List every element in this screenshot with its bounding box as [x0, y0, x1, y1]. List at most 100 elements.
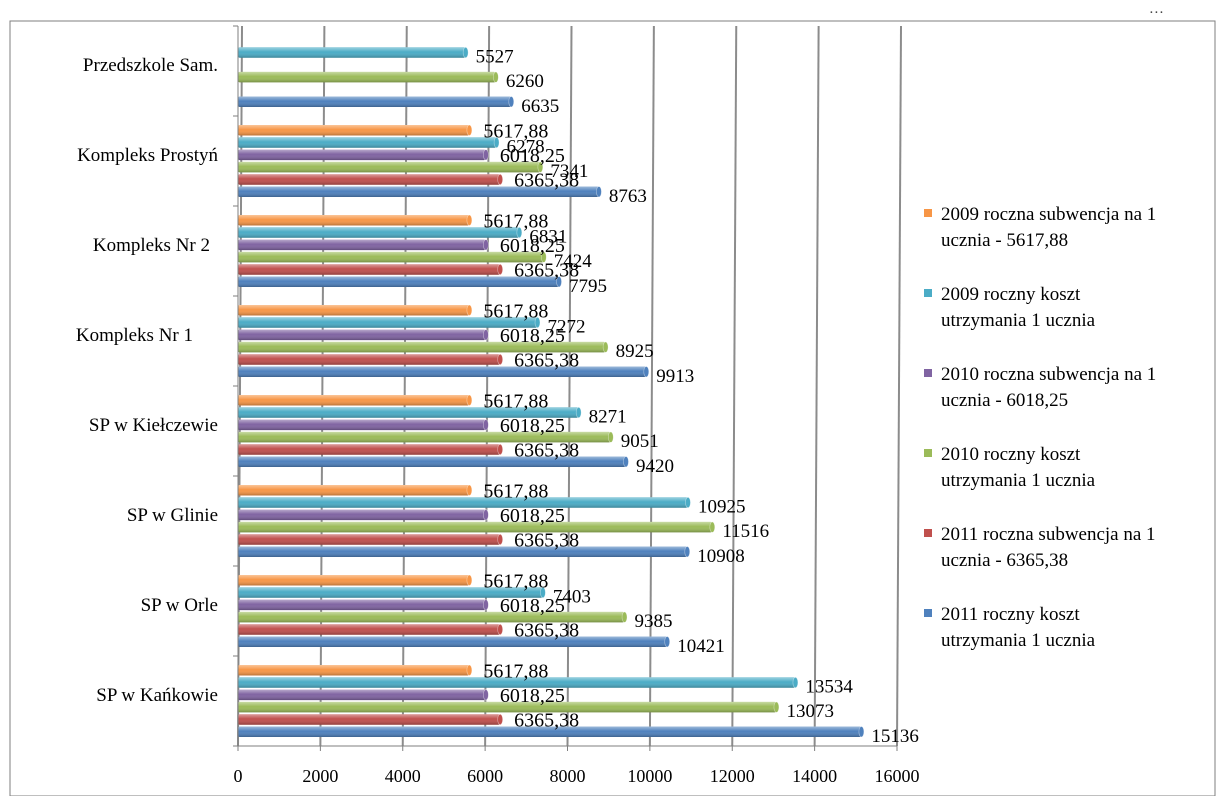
- bar-sp-w-kankowie-series-5: 13534: [238, 677, 853, 698]
- data-label: 6018,25: [500, 415, 565, 437]
- bar-shine: [238, 395, 470, 406]
- bar-kompleks-nr-1-series-2: 6365,38: [238, 349, 579, 371]
- data-label: 6278: [507, 137, 545, 158]
- bar-shine: [238, 587, 543, 598]
- bar-cap: [497, 263, 503, 276]
- bar-sp-w-orle-series-4: 6018,25: [238, 595, 565, 617]
- bar-cap: [466, 484, 473, 496]
- data-label: 6018,25: [500, 595, 565, 617]
- bar-cap: [596, 186, 602, 198]
- legend-label: 2011 roczny koszt: [941, 604, 1080, 625]
- bar-cap: [483, 419, 489, 431]
- bar-shine: [238, 624, 501, 635]
- bar-cap: [493, 137, 500, 149]
- bar-cap: [466, 574, 473, 586]
- bar-cap: [623, 456, 629, 468]
- bar-cap: [483, 149, 489, 161]
- bar-cap: [497, 173, 503, 185]
- legend-swatch: [924, 609, 932, 617]
- bar-cap: [684, 546, 691, 558]
- bar-cap: [556, 276, 562, 288]
- data-label: 7272: [548, 317, 586, 338]
- bar-kompleks-nr-1-series-1: 9913: [238, 366, 694, 387]
- data-label: 5527: [476, 47, 514, 68]
- bar-cap: [497, 353, 503, 366]
- data-label: 11516: [722, 521, 769, 542]
- bar-kompleks-prostyn-series-4: 6018,25: [238, 145, 565, 167]
- bar-shine: [238, 96, 512, 107]
- bar-cap: [792, 676, 799, 689]
- data-label: 5617,88: [483, 660, 548, 682]
- bar-cap: [575, 406, 582, 419]
- data-label: 6365,38: [514, 259, 579, 281]
- data-label: 5617,88: [483, 480, 548, 502]
- x-tick-label: 4000: [385, 766, 421, 786]
- bar-kompleks-nr-2-series-5: 6831: [238, 227, 567, 248]
- category-label-sp-w-glinie: SP w Glinie: [127, 505, 218, 526]
- bar-shine: [238, 276, 560, 287]
- bar-przedszkole-sam-series-1: 6635: [238, 96, 559, 117]
- bar-sp-w-kie-czewie-series-4: 6018,25: [238, 415, 565, 437]
- legend-swatch: [924, 449, 932, 457]
- data-label: 6365,38: [514, 619, 579, 641]
- bar-shine: [238, 174, 501, 185]
- bar-przedszkole-sam-series-3: 6260: [238, 71, 544, 92]
- bar-shine: [238, 444, 501, 455]
- legend-label: 2010 roczna subwencja na 1: [941, 364, 1156, 385]
- x-tick-label: 12000: [710, 766, 755, 786]
- data-label: 6831: [529, 227, 567, 248]
- bar-shine: [238, 419, 486, 431]
- bar-shine: [238, 137, 497, 148]
- bar-sp-w-glinie-series-6: 5617,88: [238, 480, 548, 502]
- bar-sp-w-kie-czewie-series-2: 6365,38: [238, 439, 579, 461]
- data-label: 13534: [805, 677, 853, 698]
- bar-kompleks-nr-2-series-2: 6365,38: [238, 259, 579, 281]
- data-label: 6365,38: [514, 349, 579, 371]
- bar-sp-w-orle-series-1: 10421: [238, 636, 725, 657]
- bar-shine: [238, 264, 501, 275]
- bar-cap: [709, 521, 716, 533]
- bar-shine: [238, 534, 501, 545]
- data-label: 5617,88: [483, 210, 548, 232]
- x-tick-label: 6000: [467, 766, 503, 786]
- bar-kompleks-nr-2-series-1: 7795: [238, 276, 607, 297]
- bar-kompleks-prostyn-series-1: 8763: [238, 186, 647, 207]
- bar-shine: [238, 689, 486, 701]
- bar-shine: [238, 227, 520, 238]
- gridline: [813, 25, 820, 747]
- bar-shine: [238, 497, 688, 508]
- bar-sp-w-kie-czewie-series-5: 8271: [238, 407, 627, 428]
- bar-cap: [497, 533, 503, 546]
- data-label: 7795: [569, 276, 607, 297]
- bar-sp-w-kie-czewie-series-6: 5617,88: [238, 390, 548, 412]
- gridline: [896, 25, 902, 747]
- gridline: [566, 25, 573, 747]
- bar-shine: [238, 726, 862, 737]
- bar-sp-w-glinie-series-4: 6018,25: [238, 505, 565, 527]
- bar-shine: [238, 366, 647, 377]
- bar-cap: [466, 214, 473, 226]
- bar-shine: [238, 714, 501, 725]
- bar-shine: [238, 677, 796, 688]
- data-label: 7341: [550, 161, 588, 182]
- bar-kompleks-prostyn-series-2: 6365,38: [238, 169, 579, 191]
- bar-shine: [238, 701, 777, 713]
- data-label: 5617,88: [483, 570, 548, 592]
- bar-sp-w-orle-series-3: 9385: [238, 611, 673, 632]
- legend-label: 2009 roczny koszt: [941, 284, 1081, 305]
- data-label: 13073: [786, 701, 834, 722]
- bar-shine: [238, 71, 496, 83]
- bar-cap: [537, 161, 544, 173]
- bar-shine: [238, 305, 470, 316]
- bar-shine: [238, 546, 688, 557]
- data-label: 6260: [506, 71, 544, 92]
- x-tick-label: 14000: [792, 766, 837, 786]
- data-label: 5617,88: [483, 120, 548, 142]
- bar-shine: [238, 575, 470, 586]
- bar-shine: [238, 665, 470, 676]
- bar-cap: [773, 701, 780, 713]
- legend-label: 2011 roczna subwencja na 1: [941, 524, 1156, 545]
- data-label: 9913: [656, 366, 694, 387]
